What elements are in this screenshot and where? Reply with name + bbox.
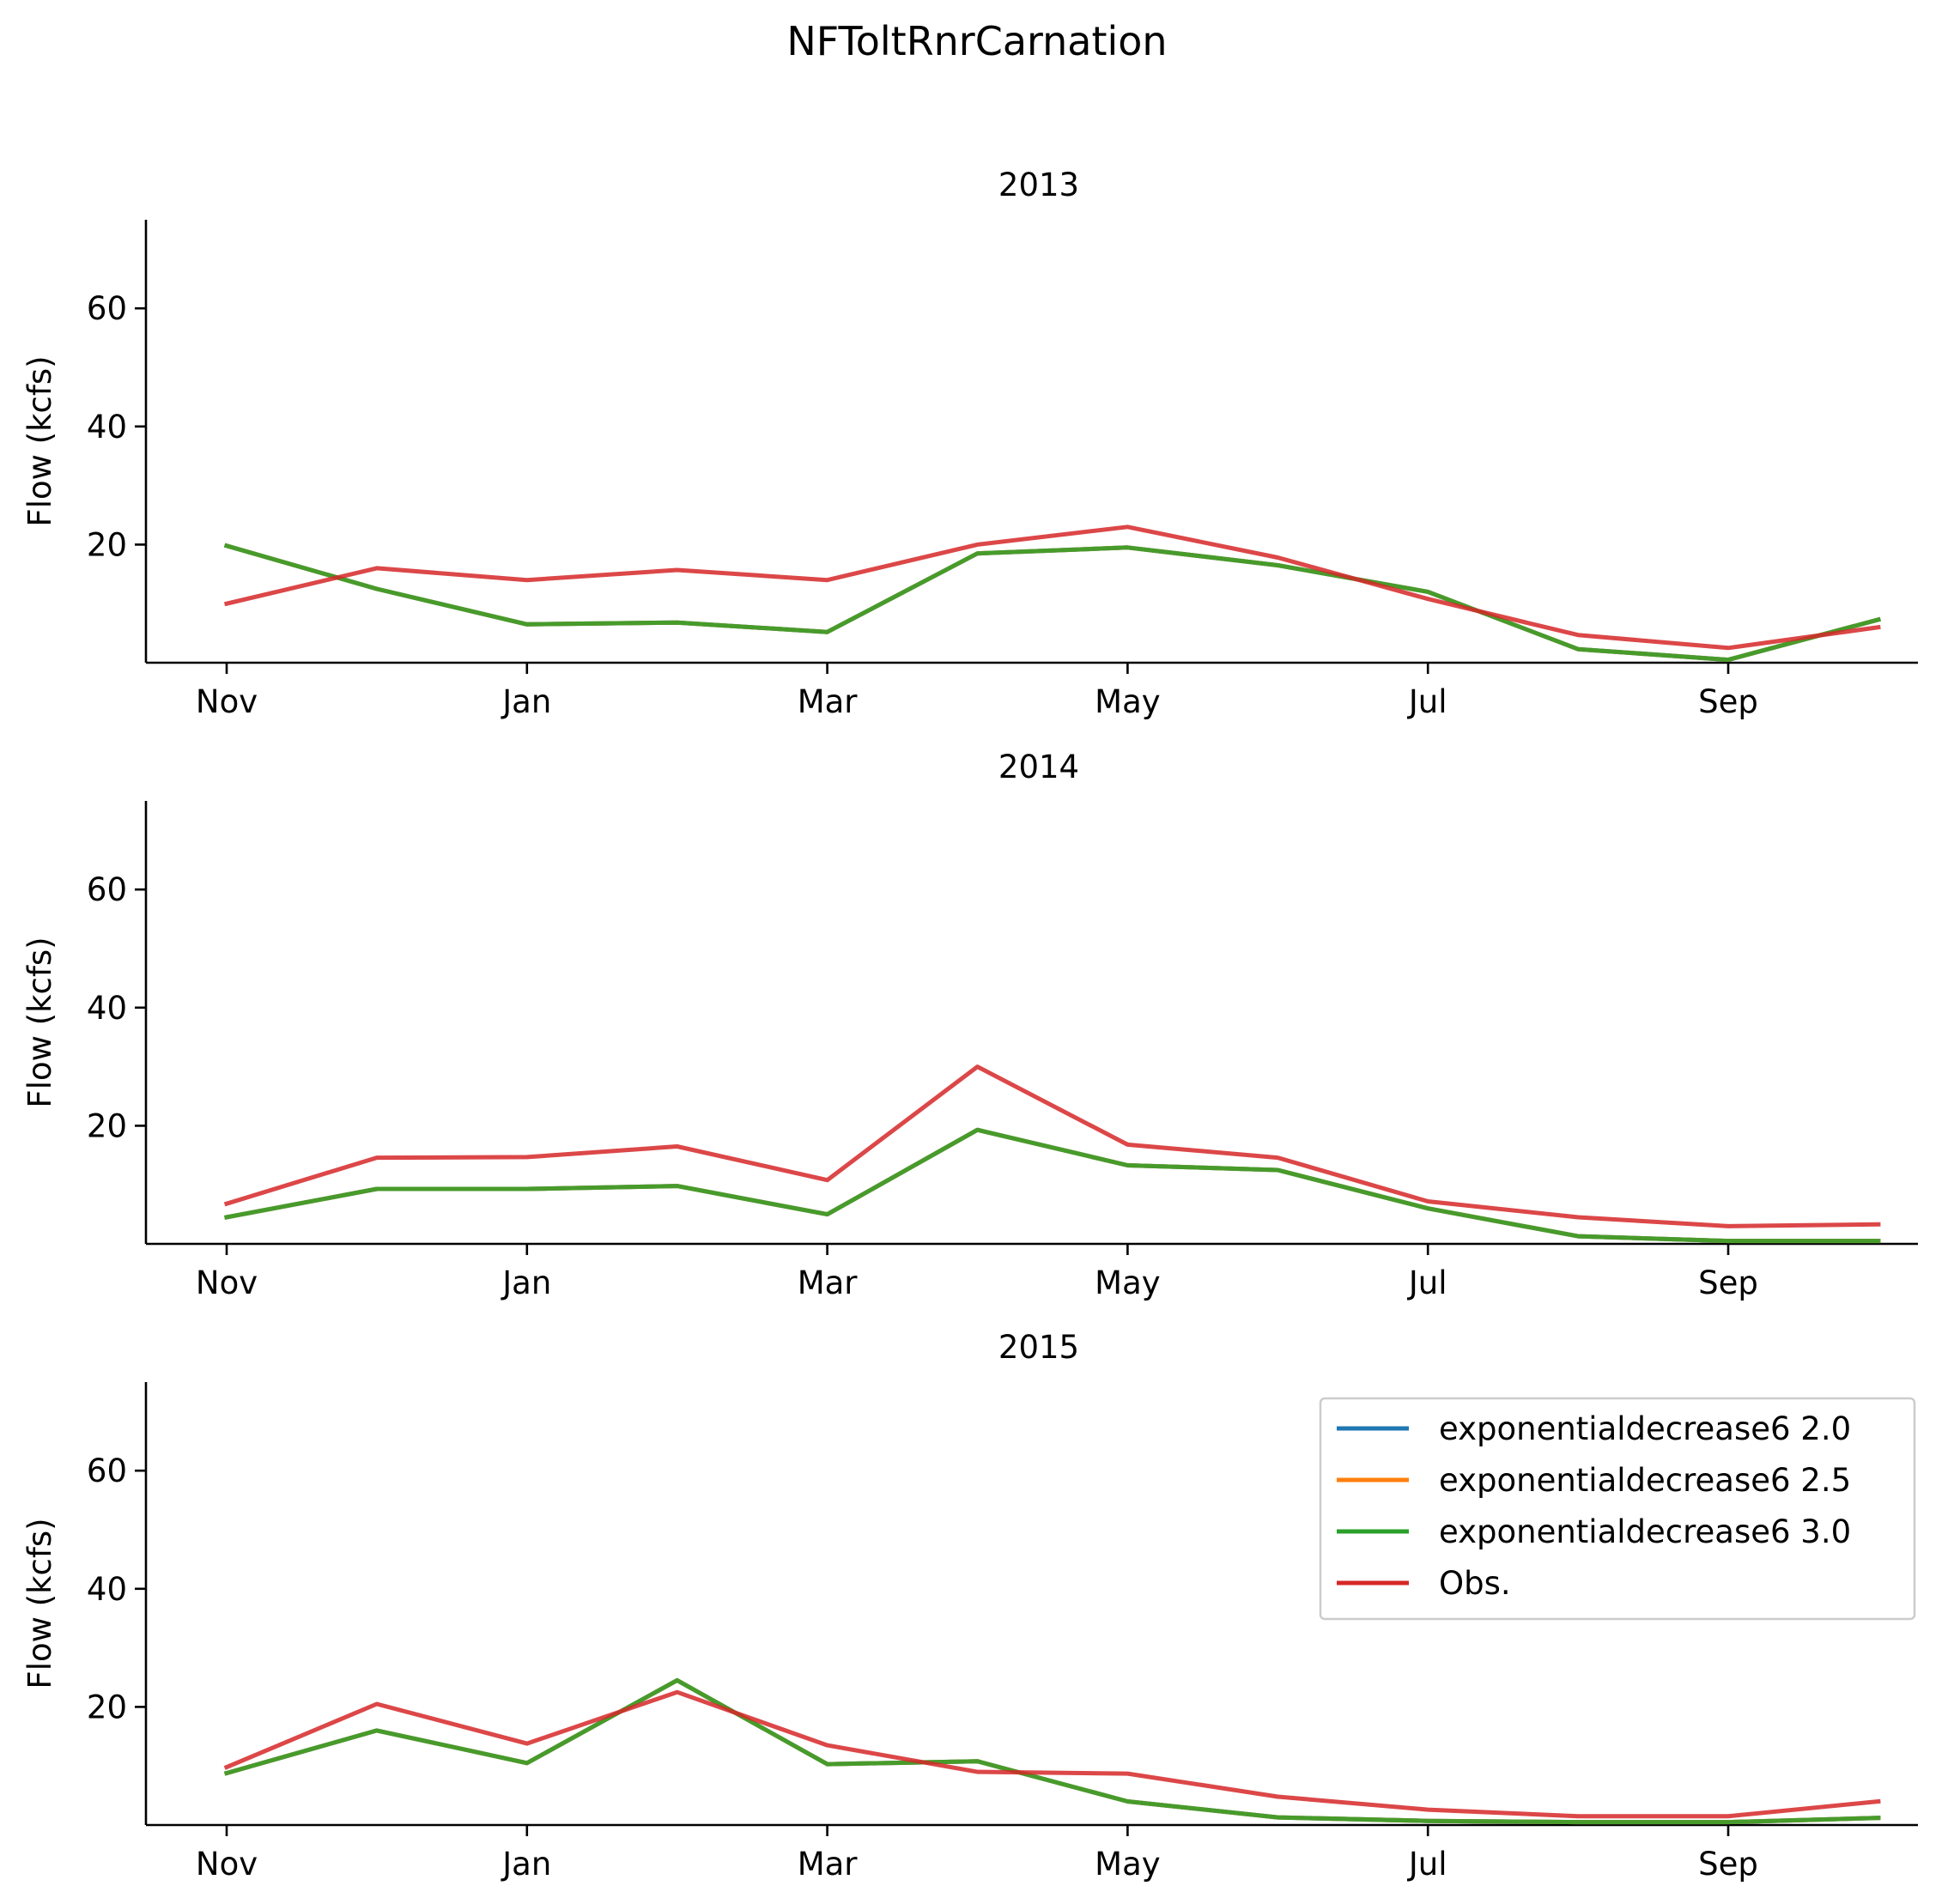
legend-label: exponentialdecrease6 2.5 <box>1439 1462 1851 1499</box>
series-line-obs <box>223 525 1881 651</box>
x-tick-label: May <box>1095 683 1161 720</box>
y-axis-label: Flow (kcfs) <box>21 937 58 1107</box>
series-line-exponentialdecrease6-3-0 <box>223 543 1881 663</box>
x-tick-label: Jan <box>501 1846 551 1883</box>
y-tick-label: 20 <box>87 1107 127 1144</box>
x-tick-label: Sep <box>1698 683 1758 720</box>
legend-box <box>1319 1397 1916 1621</box>
series-line-exponentialdecrease6-2-0 <box>223 543 1881 663</box>
x-tick-label: Jul <box>1407 1264 1447 1301</box>
series-line-exponentialdecrease6-2-5 <box>223 543 1881 663</box>
y-tick-label: 60 <box>87 1452 127 1489</box>
x-tick-label: Nov <box>196 1264 258 1301</box>
panel-title: 2013 <box>998 167 1079 203</box>
y-tick-label: 40 <box>87 1571 127 1608</box>
x-tick-label: Mar <box>798 683 859 720</box>
y-tick-label: 40 <box>87 409 127 446</box>
panel-title: 2015 <box>998 1329 1079 1366</box>
x-tick-label: May <box>1095 1846 1161 1883</box>
x-tick-label: Nov <box>196 1846 258 1883</box>
series-line-exponentialdecrease6-3-0 <box>223 1677 1881 1825</box>
y-tick-label: 40 <box>87 990 127 1027</box>
panel-2013: 2013 20 40 60 Nov Jan Mar May Jul Sep Flow (kcfs) <box>21 167 1918 720</box>
legend-label: Obs. <box>1439 1565 1511 1602</box>
panel-2015: 2015 20 40 60 Nov Jan Mar May Jul Sep Flow (kcfs) e… <box>21 1329 1918 1883</box>
y-tick-label: 20 <box>87 526 127 563</box>
legend-label: exponentialdecrease6 2.0 <box>1439 1410 1851 1447</box>
x-tick-label: Jul <box>1407 683 1447 720</box>
x-tick-label: Sep <box>1698 1846 1758 1883</box>
x-tick-label: Sep <box>1698 1264 1758 1301</box>
x-tick-label: Jan <box>501 683 551 720</box>
x-tick-label: May <box>1095 1264 1161 1301</box>
x-tick-label: Nov <box>196 683 258 720</box>
y-tick-label: 20 <box>87 1689 127 1725</box>
y-axis-label: Flow (kcfs) <box>21 355 58 526</box>
x-tick-label: Jul <box>1407 1846 1447 1883</box>
x-tick-label: Mar <box>798 1264 859 1301</box>
panel-2014: 2014 20 40 60 Nov Jan Mar May Jul Sep Flow (kcfs) <box>21 749 1918 1301</box>
y-tick-label: 60 <box>87 871 127 908</box>
series-line-obs <box>223 1064 1881 1228</box>
panel-title: 2014 <box>998 749 1079 785</box>
x-tick-label: Jan <box>501 1264 551 1301</box>
y-tick-label: 60 <box>87 290 127 327</box>
series-line-exponentialdecrease6-3-0 <box>224 1127 1881 1244</box>
x-tick-label: Mar <box>798 1846 859 1883</box>
series-line-obs <box>223 1689 1881 1819</box>
legend: exponentialdecrease6 2.0 exponentialdecre… <box>1319 1397 1916 1621</box>
chart-title: NFToltRnrCarnation <box>786 18 1167 64</box>
y-axis-label: Flow (kcfs) <box>21 1518 58 1689</box>
legend-label: exponentialdecrease6 3.0 <box>1439 1513 1851 1550</box>
